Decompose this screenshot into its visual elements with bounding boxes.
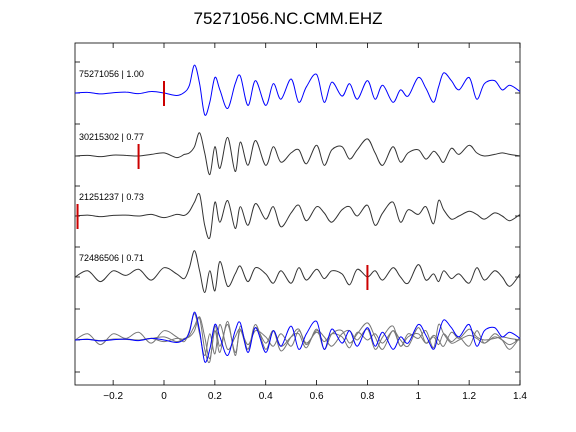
x-tick-label: −0.2 — [103, 391, 123, 402]
trace-line — [74, 250, 521, 294]
x-tick-label: 1.2 — [462, 391, 476, 402]
plot-frame — [74, 42, 521, 386]
x-tick-label: 1 — [416, 391, 422, 402]
trace-line — [74, 132, 521, 176]
overlay-trace-line — [74, 311, 521, 363]
x-tick-label: 0.6 — [310, 391, 324, 402]
x-tick-label: 0.2 — [208, 391, 222, 402]
trace-label: 72486506 | 0.71 — [79, 253, 144, 263]
trace-label: 75271056 | 1.00 — [79, 69, 144, 79]
x-axis: −0.2 0 0.2 0.4 0.6 0.8 1 1.2 1.4 — [103, 43, 527, 402]
overlay-trace-line — [74, 316, 521, 360]
trace-label: 21251237 | 0.73 — [79, 192, 144, 202]
x-tick-label: 0 — [161, 391, 167, 402]
trace-area: 75271056 | 1.00 30215302 | 0.77 21251237 |… — [74, 64, 521, 364]
overlay-trace-line — [74, 313, 521, 357]
chart-title: 75271056.NC.CMM.EHZ — [194, 9, 383, 28]
trace-line — [74, 64, 521, 116]
x-tick-label: 1.4 — [513, 391, 527, 402]
x-tick-label: 0.4 — [259, 391, 273, 402]
trace-line — [74, 192, 521, 240]
trace-label: 30215302 | 0.77 — [79, 132, 144, 142]
y-axis-ticks — [75, 61, 520, 373]
x-tick-label: 0.8 — [360, 391, 374, 402]
